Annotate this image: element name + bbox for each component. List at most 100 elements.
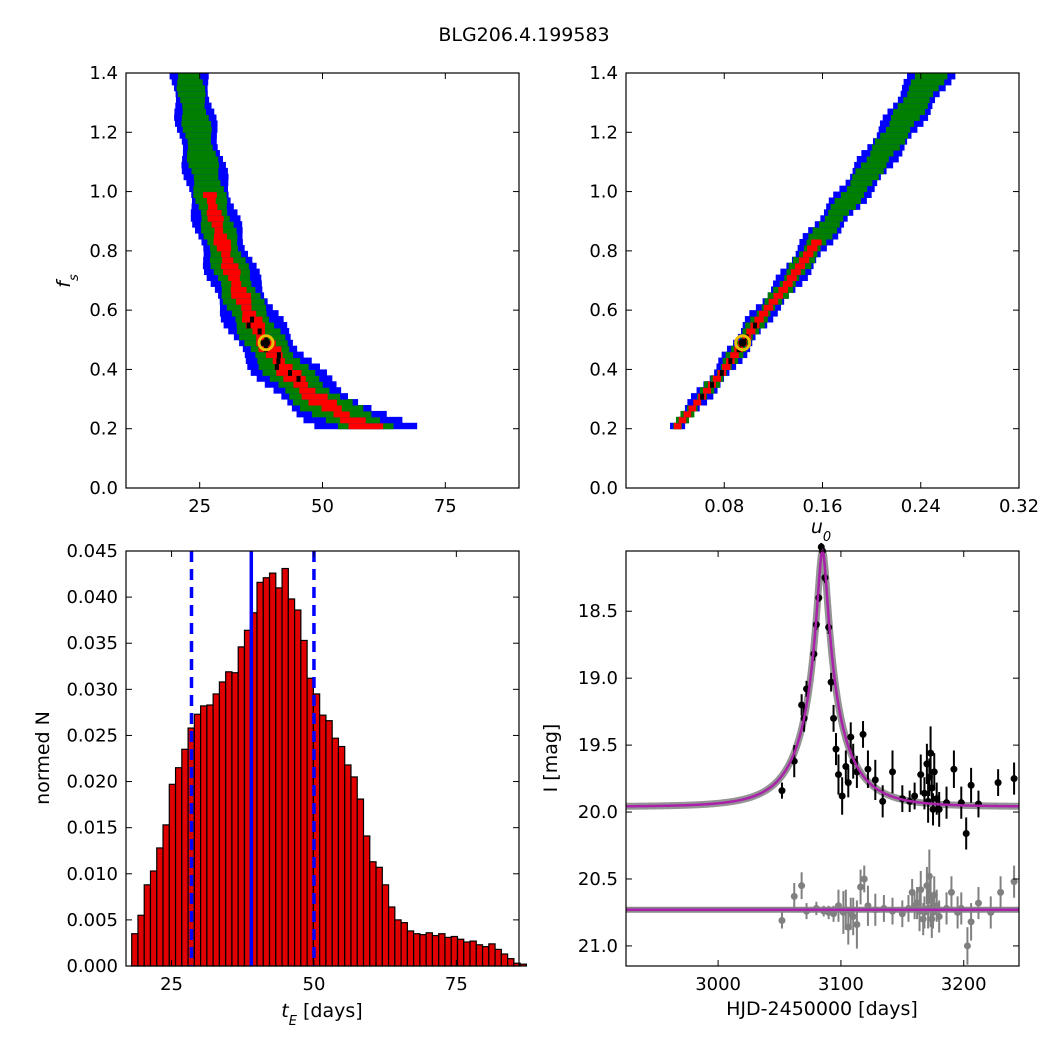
y-tick-label: 20.0 [578, 802, 618, 823]
x-tick-label: 50 [303, 974, 326, 995]
histogram-bar [162, 824, 170, 967]
likelihood-cell-black [709, 381, 714, 388]
likelihood-cell-green [908, 84, 939, 92]
panel-fs-vs-u0: 0.08 0.16 0.24 0.32 0.0 0.2 0.4 0.6 0.8 1.0 1.2 1.4… [589, 63, 1039, 545]
likelihood-cell-green [182, 108, 207, 115]
residuals-point [834, 902, 842, 910]
photometry-point [920, 789, 928, 797]
residuals-point [947, 888, 955, 896]
likelihood-cell-green [193, 173, 219, 181]
likelihood-cell-green [903, 96, 930, 104]
likelihood-cell-green [186, 156, 219, 163]
histogram-bar [488, 943, 496, 967]
photometry-point [889, 768, 897, 776]
y-tick-label: 1.4 [89, 63, 118, 84]
y-tick-label: 0.020 [66, 772, 118, 793]
likelihood-cell-black [700, 393, 705, 400]
y-tick-label: 0.4 [89, 359, 118, 380]
likelihood-cell-red [703, 387, 712, 394]
likelihood-cell-black [287, 369, 292, 376]
likelihood-cell-green [177, 78, 203, 86]
likelihood-cell-red [301, 393, 328, 400]
photometry-point [935, 805, 943, 813]
likelihood-cell-green [874, 138, 906, 145]
y-tick-label: 0.035 [66, 633, 118, 654]
likelihood-cell-green [834, 197, 862, 204]
histogram-bar [206, 704, 214, 967]
y-tick-label: 0.2 [89, 419, 118, 440]
light-curve-axes: 3000 3100 3200 18.5 19.0 19.5 20.0 20.5 21.0 [578, 550, 1020, 995]
y-tick-label: 1.0 [89, 182, 118, 203]
residuals-point [778, 916, 786, 924]
likelihood-cell-red [683, 410, 692, 418]
residuals-point [798, 882, 806, 890]
histogram-bar [394, 919, 402, 967]
likelihood-cell-green [176, 84, 205, 92]
histogram-bar [413, 933, 421, 967]
likelihood-cell-green [181, 114, 209, 121]
histogram-bar [469, 940, 477, 967]
likelihood-cell-green [187, 144, 213, 151]
histogram-bar [494, 948, 502, 967]
likelihood-cell-black [276, 351, 281, 359]
photometry-point [827, 678, 835, 686]
photometry-point [967, 781, 975, 789]
likelihood-cell-red [221, 250, 231, 258]
photometry-point [859, 730, 867, 738]
likelihood-cell-green [177, 90, 206, 98]
histogram-bar [287, 598, 296, 967]
likelihood-cell-green [824, 215, 844, 222]
likelihood-cell-red [778, 286, 789, 293]
histogram-bar [419, 934, 427, 967]
likelihood-cell-green [855, 167, 884, 175]
histogram-bar [281, 567, 289, 967]
likelihood-cell-red [216, 244, 232, 252]
likelihood-cell-red [794, 262, 806, 270]
residuals-point [830, 910, 838, 918]
histogram-bar [431, 934, 440, 967]
histogram-bar [331, 737, 340, 967]
likelihood-cell-green [187, 150, 216, 157]
x-tick-label: 75 [445, 974, 468, 995]
likelihood-cell-red [245, 322, 266, 329]
hjd-axis-label: HJD-2450000 [days] [726, 998, 918, 1020]
likelihood-cell-green [860, 161, 887, 169]
likelihood-cell-red [803, 250, 814, 258]
fs-u0-axes: 0.08 0.16 0.24 0.32 0.0 0.2 0.4 0.6 0.8 1.0 1.2 1.4 [589, 63, 1039, 517]
y-tick-label: 0.040 [66, 587, 118, 608]
y-tick-label: 0.0 [589, 478, 618, 499]
fs-te-heatmap [169, 73, 418, 430]
residuals-point [974, 899, 982, 907]
histogram-bar [218, 681, 227, 967]
histogram-bar [149, 870, 158, 967]
likelihood-cell-red [213, 239, 231, 246]
likelihood-cell-red [283, 375, 306, 382]
histogram-bar [268, 572, 277, 967]
residuals-point [925, 872, 933, 880]
x-tick-label: 50 [311, 496, 334, 517]
likelihood-cell-red [308, 399, 337, 406]
likelihood-cell-red [241, 304, 252, 311]
fs-axis-label: fs [53, 274, 82, 288]
likelihood-cell-green [194, 179, 221, 187]
likelihood-cell-red [231, 280, 242, 287]
histogram-bar [293, 609, 302, 967]
likelihood-cell-green [185, 132, 212, 139]
histogram-bar [350, 776, 358, 967]
likelihood-cell-green [178, 73, 201, 80]
fs-te-axes: 25 50 75 0.0 0.2 0.4 0.6 0.8 1.0 1.2 1.4 [89, 63, 520, 517]
te-histogram-axes: 25 50 75 0.000 0.005 0.010 0.015 0.020 0.025 0.03… [66, 541, 520, 995]
residuals-point [898, 910, 906, 918]
likelihood-cell-green [893, 108, 926, 115]
likelihood-cell-red [274, 363, 293, 370]
histogram-bar [168, 783, 177, 967]
y-tick-label: 20.5 [578, 869, 618, 890]
panel-te-histogram: 25 50 75 0.000 0.005 0.010 0.015 0.020 0.025 0.03… [32, 541, 528, 1029]
residuals-point [919, 915, 927, 923]
photometry-point [847, 733, 855, 741]
histogram-bar [156, 847, 164, 967]
photometry-point [834, 771, 842, 779]
residuals-point [790, 892, 798, 900]
photometry-point [778, 787, 786, 795]
likelihood-cell-red [348, 422, 384, 430]
